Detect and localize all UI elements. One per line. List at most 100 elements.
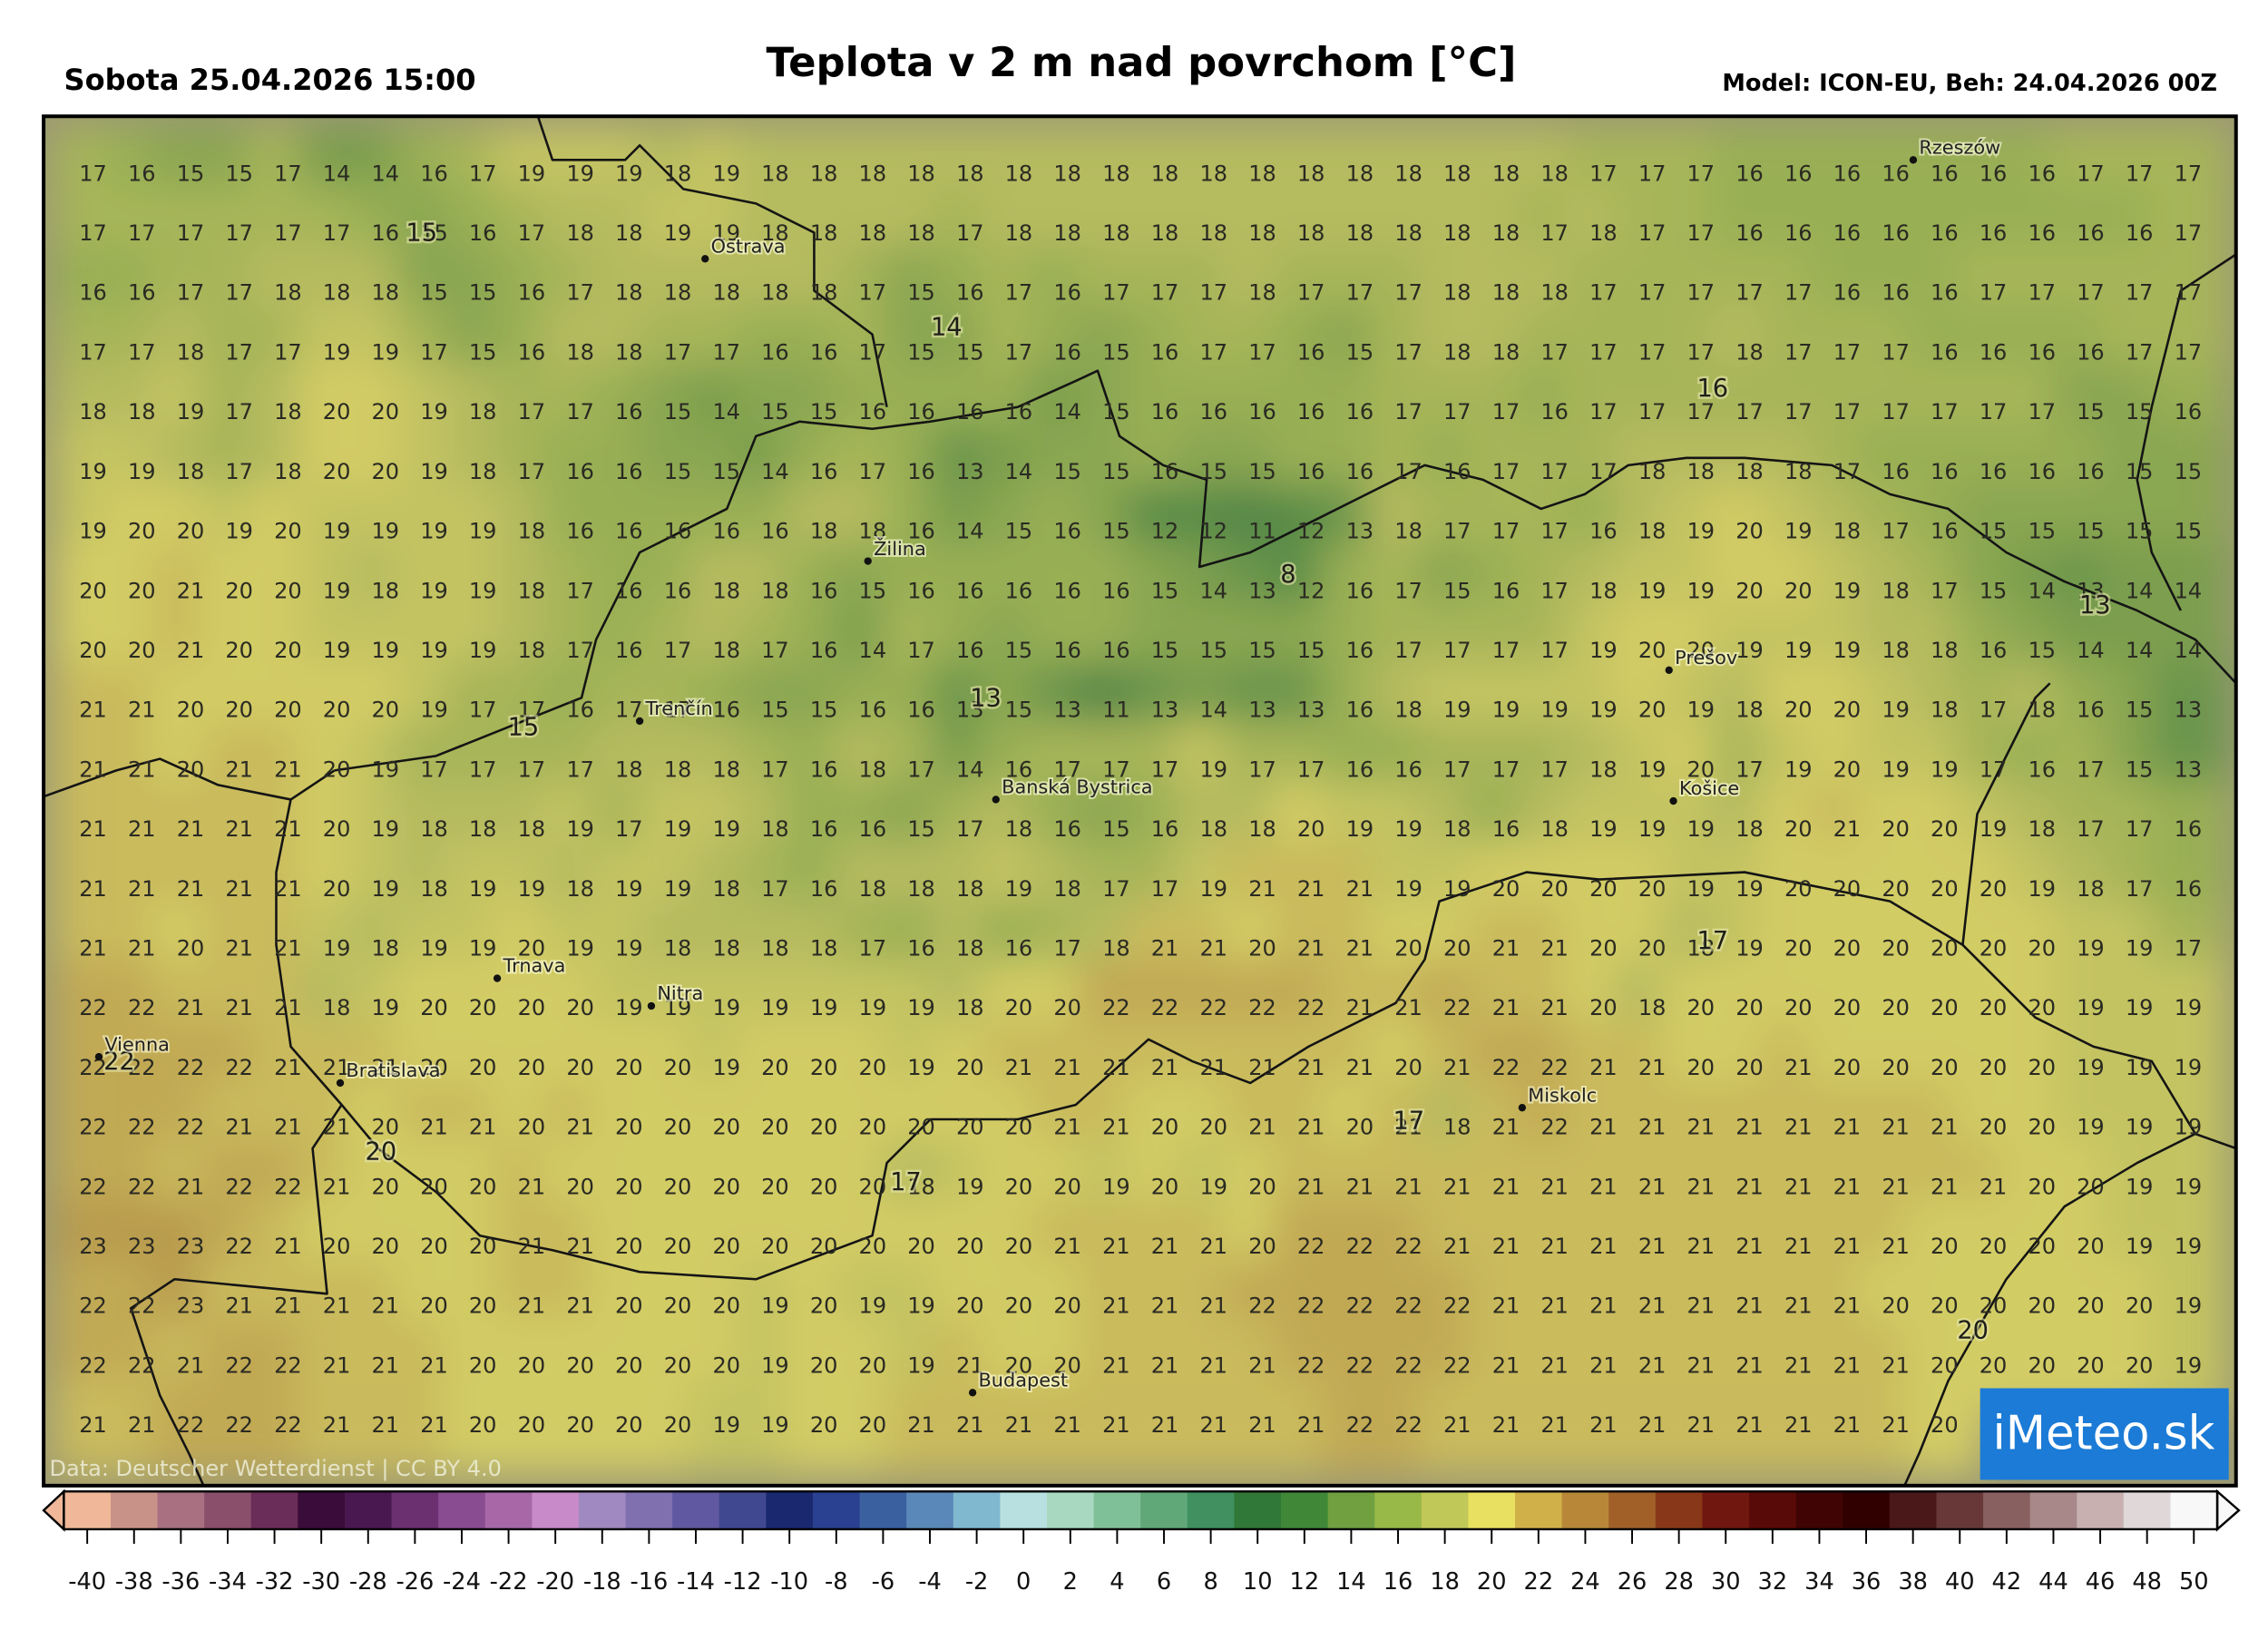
temperature-value: 17 (1735, 756, 1764, 782)
temperature-value: 22 (1540, 1115, 1569, 1140)
temperature-value: 21 (1151, 935, 1179, 961)
temperature-value: 21 (1589, 1412, 1618, 1438)
temperature-value: 16 (1931, 161, 1959, 186)
temperature-value: 19 (323, 339, 351, 365)
temperature-value: 19 (1687, 816, 1716, 842)
temperature-value: 20 (372, 399, 400, 425)
temperature-value: 17 (1248, 756, 1276, 782)
temperature-value: 18 (1005, 220, 1033, 246)
temperature-value: 15 (1297, 638, 1325, 663)
temperature-value: 17 (2077, 816, 2105, 842)
temperature-value: 17 (225, 399, 253, 425)
temperature-value: 21 (1540, 1412, 1569, 1438)
temperature-value: 15 (761, 698, 789, 723)
temperature-value: 17 (1394, 578, 1422, 603)
temperature-value: 20 (1833, 876, 1862, 902)
temperature-value: 21 (1735, 1293, 1764, 1319)
temperature-value: 21 (1540, 1352, 1569, 1378)
temperature-value: 19 (372, 339, 400, 365)
temperature-value: 16 (859, 399, 887, 425)
temperature-value: 20 (1882, 935, 1910, 961)
temperature-value: 16 (1784, 161, 1813, 186)
temperature-value: 22 (128, 1293, 156, 1319)
temperature-value: 18 (907, 161, 935, 186)
temperature-value: 20 (2028, 1115, 2056, 1140)
city-dot (992, 795, 1000, 804)
border (536, 116, 888, 407)
temperature-value: 22 (1346, 1352, 1374, 1378)
temperature-value: 20 (1980, 1115, 2008, 1140)
colorbar-label: 12 (1290, 1568, 1320, 1596)
temperature-value: 16 (2077, 220, 2105, 246)
temperature-value: 17 (1540, 459, 1569, 484)
temperature-value: 20 (761, 1174, 789, 1199)
temperature-value: 20 (810, 1293, 838, 1319)
temperature-value: 18 (712, 876, 740, 902)
temperature-value: 15 (907, 339, 935, 365)
temperature-value: 18 (615, 339, 643, 365)
temperature-value: 15 (1248, 459, 1276, 484)
temperature-value: 20 (2028, 1234, 2056, 1259)
temperature-value: 20 (1687, 1055, 1716, 1080)
temperature-value: 18 (1248, 816, 1276, 842)
temperature-value: 13 (956, 698, 984, 723)
temperature-value: 22 (128, 1055, 156, 1080)
temperature-value: 16 (79, 280, 107, 306)
temperature-value: 15 (1980, 519, 2008, 544)
temperature-value: 16 (615, 638, 643, 663)
colorbar-label: 32 (1758, 1568, 1788, 1596)
temperature-value: 17 (615, 816, 643, 842)
temperature-value: 16 (712, 519, 740, 544)
temperature-value: 20 (761, 1115, 789, 1140)
temperature-value: 20 (1540, 876, 1569, 902)
colorbar-label: -40 (68, 1568, 106, 1596)
temperature-value: 20 (1833, 756, 1862, 782)
temperature-value: 18 (1882, 578, 1910, 603)
temperature-value: 21 (372, 1352, 400, 1378)
temperature-value: 22 (1102, 995, 1130, 1020)
temperature-value: 19 (1589, 698, 1618, 723)
colorbar-cell (1936, 1491, 1984, 1529)
temperature-value: 20 (1931, 935, 1959, 961)
temperature-value: 17 (79, 339, 107, 365)
temperature-value: 20 (274, 638, 302, 663)
temperature-value: 16 (1053, 280, 1081, 306)
colorbar-label: 0 (1016, 1568, 1031, 1596)
city-dot (701, 255, 709, 263)
temperature-value: 16 (1053, 519, 1081, 544)
temperature-value: 20 (1053, 1174, 1081, 1199)
temperature-value: 18 (177, 339, 205, 365)
temperature-value: 15 (1248, 638, 1276, 663)
colorbar-label: -28 (349, 1568, 387, 1596)
temperature-value: 18 (1053, 876, 1081, 902)
colorbar-label: 48 (2132, 1568, 2162, 1596)
colorbar-cell (672, 1491, 720, 1529)
temperature-value: 20 (1443, 935, 1471, 961)
temperature-value: 20 (1784, 876, 1813, 902)
temperature-value: 17 (518, 698, 546, 723)
temperature-value: 13 (1248, 698, 1276, 723)
temperature-value: 16 (2028, 756, 2056, 782)
city-dot (968, 1389, 977, 1397)
colorbar-cell (1093, 1491, 1142, 1529)
temperature-value: 15 (1102, 816, 1130, 842)
temperature-value: 21 (1540, 995, 1569, 1020)
temperature-value: 17 (1540, 578, 1569, 603)
temperature-value: 20 (420, 1174, 448, 1199)
temperature-value: 14 (1053, 399, 1081, 425)
colorbar-cell (2077, 1491, 2125, 1529)
temperature-value: 18 (518, 816, 546, 842)
temperature-value: 18 (664, 280, 692, 306)
temperature-value: 16 (907, 935, 935, 961)
temperature-value: 18 (323, 995, 351, 1020)
temperature-value: 20 (1882, 816, 1910, 842)
colorbar-label: 2 (1063, 1568, 1078, 1596)
temperature-value: 19 (761, 1412, 789, 1438)
temperature-value: 22 (79, 1293, 107, 1319)
temperature-value: 16 (1833, 161, 1862, 186)
temperature-value: 19 (1638, 578, 1667, 603)
temperature-value: 20 (2077, 1352, 2105, 1378)
temperature-value: 17 (1492, 519, 1520, 544)
temperature-value: 15 (177, 161, 205, 186)
temperature-value: 13 (956, 459, 984, 484)
